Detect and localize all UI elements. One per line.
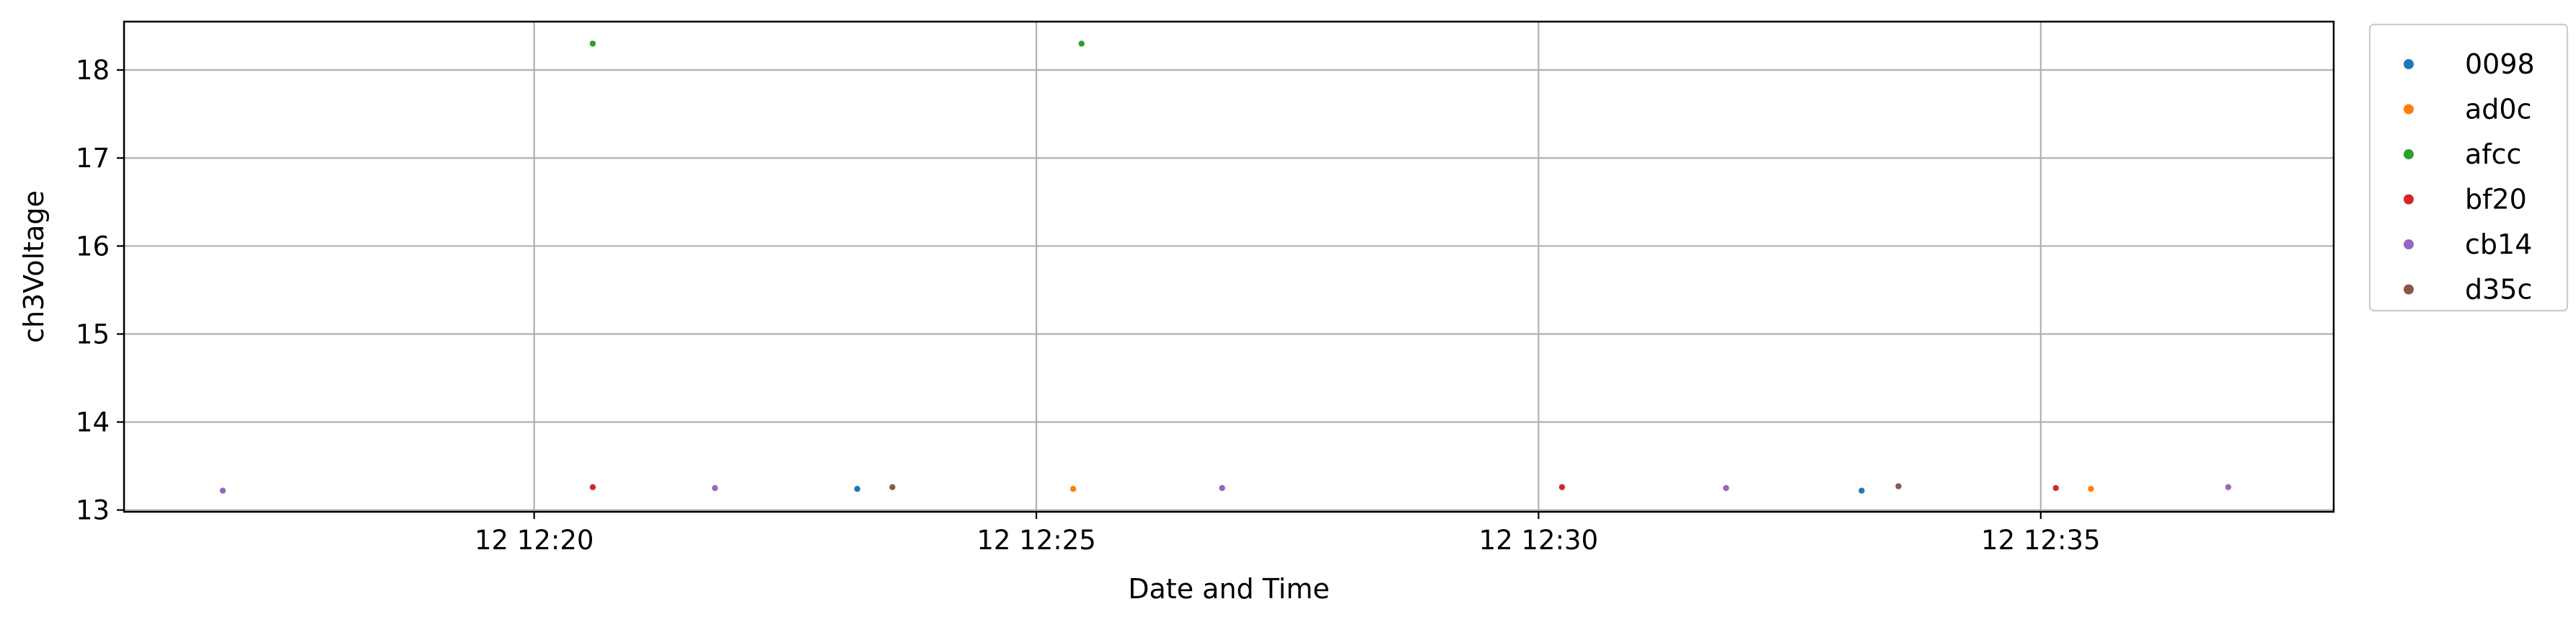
legend-marker-bf20 bbox=[2404, 194, 2414, 205]
legend-marker-cb14 bbox=[2404, 239, 2414, 249]
data-point-cb14 bbox=[1219, 484, 1225, 492]
data-point-0098 bbox=[1858, 487, 1865, 494]
data-point-bf20 bbox=[1558, 484, 1566, 491]
x-axis-label: Date and Time bbox=[1128, 573, 1329, 605]
legend-label-d35c: d35c bbox=[2465, 274, 2532, 306]
data-point-bf20 bbox=[2052, 484, 2059, 492]
y-tick-label: 16 bbox=[76, 231, 110, 262]
legend-box bbox=[2368, 23, 2569, 312]
legend-marker-0098 bbox=[2404, 59, 2414, 69]
data-point-d35c bbox=[889, 484, 896, 491]
data-points bbox=[219, 40, 2231, 494]
data-point-ad0c bbox=[2088, 486, 2094, 492]
data-point-cb14 bbox=[1723, 484, 1729, 492]
data-point-afcc bbox=[1078, 40, 1085, 47]
legend-label-0098: 0098 bbox=[2465, 48, 2535, 80]
data-point-cb14 bbox=[712, 484, 718, 492]
y-tick-label: 18 bbox=[76, 55, 110, 86]
legend-marker-afcc bbox=[2404, 149, 2414, 159]
x-tick-label: 12 12:20 bbox=[475, 525, 594, 556]
data-point-ad0c bbox=[1069, 486, 1077, 492]
x-tick-label: 12 12:25 bbox=[976, 525, 1095, 556]
y-axis-label: ch3Voltage bbox=[18, 190, 50, 343]
legend-marker-d35c bbox=[2404, 284, 2414, 295]
legend-label-bf20: bf20 bbox=[2465, 184, 2527, 216]
grid-lines bbox=[124, 22, 2334, 512]
y-tick-label: 13 bbox=[76, 495, 110, 526]
data-point-cb14 bbox=[219, 487, 226, 494]
data-point-d35c bbox=[1895, 483, 1902, 489]
y-tick-label: 17 bbox=[76, 143, 110, 174]
x-tick-label: 12 12:35 bbox=[1981, 525, 2100, 556]
data-point-afcc bbox=[589, 40, 596, 47]
x-tick-label: 12 12:30 bbox=[1479, 525, 1598, 556]
y-tick-label: 15 bbox=[76, 319, 110, 350]
legend-label-afcc: afcc bbox=[2465, 138, 2521, 170]
data-point-bf20 bbox=[589, 484, 596, 491]
plot-frame bbox=[123, 20, 2335, 513]
legend: 0098 ad0c afcc bf20 cb14 d35c bbox=[2368, 23, 2569, 312]
legend-label-ad0c: ad0c bbox=[2465, 94, 2531, 125]
y-tick-label: 14 bbox=[76, 407, 110, 438]
data-point-0098 bbox=[854, 486, 860, 492]
data-point-cb14 bbox=[2225, 484, 2231, 491]
axis-ticks: 12 12:20 12 12:25 12 12:30 12 12:35 13 14 15 16… bbox=[76, 55, 2101, 556]
legend-marker-ad0c bbox=[2404, 104, 2414, 115]
legend-label-cb14: cb14 bbox=[2465, 229, 2532, 260]
